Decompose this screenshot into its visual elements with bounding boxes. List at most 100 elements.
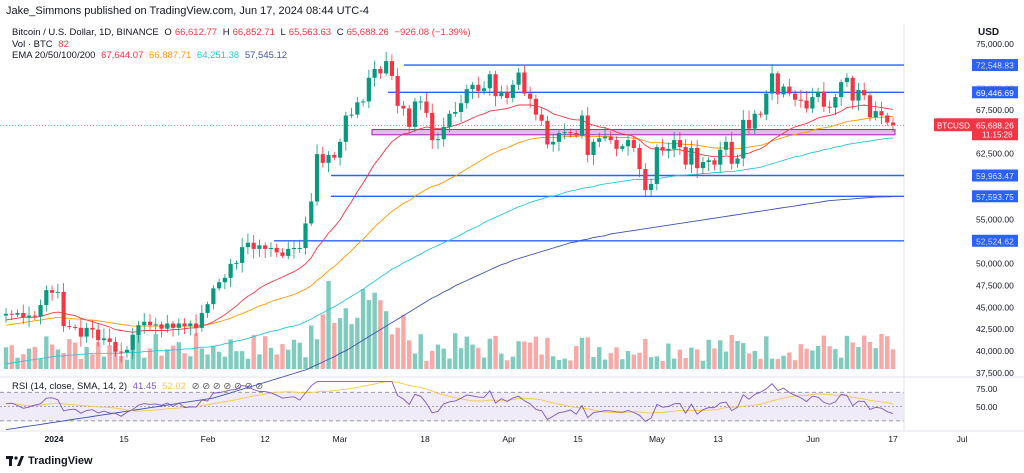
price-tick: 72,500.00 (976, 61, 1014, 71)
level-badge (972, 234, 1018, 247)
candle-body (792, 93, 798, 100)
symbol-name[interactable]: Bitcoin / U.S. Dollar, 1D, BINANCE (12, 27, 159, 38)
candle-body (395, 76, 400, 106)
candle-body (741, 119, 746, 159)
candle-body (516, 72, 521, 85)
candle-body (666, 148, 671, 151)
price-tick: 47,500.00 (976, 280, 1014, 290)
volume-bar (337, 318, 343, 369)
candle-body (712, 160, 717, 165)
volume-bar (15, 357, 20, 369)
candle-body (718, 149, 723, 165)
candle-body (608, 136, 613, 141)
volume-bar (188, 356, 193, 369)
candle-body (32, 315, 37, 317)
candle-body (170, 323, 176, 328)
volume-bar (527, 342, 533, 369)
candle-body (729, 141, 734, 164)
visibility-icons[interactable]: ⊘ ⊘ ⊘ ⊘ ⊘ ⊘ ⊘ (191, 381, 264, 392)
volume-bar (124, 359, 130, 369)
candle-body (291, 248, 297, 250)
ema50-line (5, 115, 893, 327)
volume-bar (142, 357, 147, 369)
candle-body (240, 247, 245, 263)
candle-body (602, 136, 608, 139)
price-tick: 62,500.00 (976, 149, 1014, 159)
rsi-line (5, 381, 894, 422)
candle-body (286, 248, 291, 256)
volume-bar (729, 334, 734, 369)
date-tick: 17 (888, 434, 898, 444)
rsi-sma-value: 52.02 (162, 381, 186, 392)
rsi-tick: 50.00 (976, 402, 998, 412)
countdown-text: 11:15:28 (982, 130, 1013, 139)
volume-bar (522, 341, 527, 369)
footer-brand[interactable]: TradingView (6, 455, 93, 467)
candle-body (839, 82, 844, 98)
volume-bar (850, 342, 855, 369)
volume-bar (792, 360, 798, 369)
candle-body (481, 88, 487, 91)
candle-body (337, 141, 343, 158)
candle-body (263, 245, 268, 249)
volume-legend[interactable]: Vol · BTC 82 (12, 39, 72, 50)
volume-bar (781, 355, 786, 369)
candle-body (15, 312, 20, 315)
candle-body (637, 147, 642, 170)
rsi-legend[interactable]: RSI (14, close, SMA, 14, 2) 41.45 52.02 … (12, 381, 266, 392)
ema-legend[interactable]: EMA 20/50/100/200 67,644.07 66,887.71 64… (12, 50, 290, 61)
candle-body (435, 139, 441, 141)
rsi-value: 41.45 (132, 381, 157, 392)
volume-bar (72, 342, 78, 369)
volume-bar (435, 344, 441, 369)
volume-bar (216, 351, 222, 369)
volume-bar (309, 325, 314, 369)
volume-bar (602, 359, 608, 369)
volume-bar (556, 359, 562, 369)
candle-body (199, 312, 204, 328)
volume-bar (3, 347, 9, 369)
candle-body (648, 183, 654, 191)
candle-body (614, 140, 619, 149)
candle-body (124, 349, 130, 353)
candle-body (280, 252, 285, 256)
candle-body (453, 111, 458, 114)
volume-bar (343, 308, 349, 369)
volume-bar (787, 352, 792, 369)
volume-bar (406, 340, 412, 369)
level-badge (972, 169, 1018, 182)
level-badge (972, 86, 1018, 99)
volume-bar (326, 281, 331, 369)
candle-body (654, 147, 659, 184)
candle-body (3, 313, 9, 316)
volume-value: 82 (58, 39, 69, 50)
candle-body (418, 101, 423, 103)
candle-body (493, 74, 498, 97)
date-tick: 2024 (45, 434, 64, 444)
volume-bar (101, 356, 107, 369)
volume-bar (159, 355, 164, 369)
tradingview-logo-icon (6, 456, 24, 466)
candle-body (833, 97, 838, 108)
brand-name: TradingView (28, 455, 93, 467)
candle-body (850, 77, 855, 101)
volume-bar (643, 338, 648, 369)
candle-body (119, 351, 124, 353)
volume-bar (804, 348, 809, 369)
ema20-value: 67,644.07 (101, 50, 144, 61)
volume-bar (562, 358, 567, 369)
candle-body (73, 326, 78, 328)
volume-bar (758, 358, 763, 369)
price-tick: 55,000.00 (976, 215, 1014, 225)
candle-body (735, 158, 740, 164)
volume-bar (585, 337, 590, 369)
candle-body (245, 242, 251, 248)
volume-bar (412, 353, 418, 369)
candle-body (355, 102, 360, 115)
currency-label[interactable]: USD (978, 27, 1000, 38)
candle-body (142, 321, 147, 326)
candle-body (314, 154, 320, 202)
candle-body (153, 324, 158, 326)
date-tick: 13 (713, 434, 723, 444)
